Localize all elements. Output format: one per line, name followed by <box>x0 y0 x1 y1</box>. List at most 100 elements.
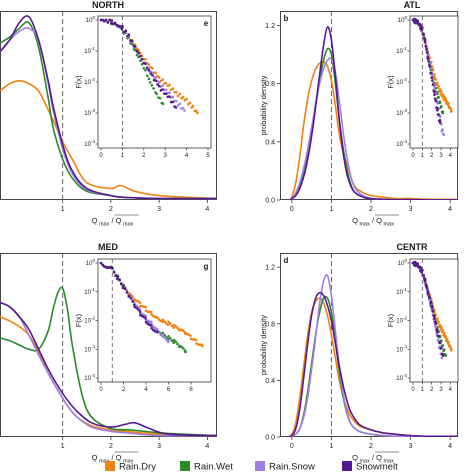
ecdf-point-rain-dry <box>189 334 192 338</box>
inset-y-axis-label: F(x) <box>386 313 395 327</box>
ecdf-point-snowmelt <box>144 317 147 320</box>
density-lines <box>0 15 217 200</box>
inset-x-tick-label: 3 <box>439 153 443 159</box>
ecdf-point-snowmelt <box>433 314 436 318</box>
x-tick-label: 2 <box>369 206 373 213</box>
density-line-rain-dry <box>0 80 217 200</box>
ecdf-point-snowmelt <box>438 341 442 345</box>
ecdf-point-snowmelt <box>427 292 430 296</box>
ecdf-point-rain-snow <box>175 99 178 103</box>
ecdf-point-snowmelt <box>127 33 131 36</box>
ecdf-point-snowmelt <box>428 65 432 68</box>
ecdf-point-snowmelt <box>425 286 429 290</box>
ecdf-point-snowmelt <box>171 100 175 104</box>
inset-y-tick-label: 10-4 <box>84 139 95 148</box>
ecdf-point-snowmelt <box>119 25 122 28</box>
ecdf-point-rain-dry <box>138 301 142 305</box>
ecdf-point-rain-wet <box>442 348 446 351</box>
inset-y-tick-label: 10-2 <box>396 77 407 86</box>
ecdf-point-snowmelt <box>112 270 116 274</box>
ecdf-point-snowmelt <box>419 266 423 270</box>
inset-x-tick-label: 4 <box>449 387 453 393</box>
inset-y-tick-label: 10-1 <box>84 46 95 55</box>
ecdf-point-rain-dry <box>196 111 199 115</box>
ecdf-point-rain-wet <box>169 337 172 340</box>
ecdf-point-rain-dry <box>178 92 182 96</box>
ecdf-point-snowmelt <box>106 21 110 24</box>
panel-label: b <box>284 14 289 23</box>
ecdf-point-rain-dry <box>447 104 450 107</box>
density-line-rain-wet <box>0 286 217 437</box>
inset-y-tick-label: 100 <box>398 258 408 267</box>
inset-panel-label: e <box>204 19 209 28</box>
ecdf-point-rain-wet <box>167 335 170 338</box>
ecdf-point-rain-wet <box>437 95 440 99</box>
ecdf-point-snowmelt <box>154 79 158 82</box>
ecdf-point-snowmelt <box>129 297 133 300</box>
ecdf-point-rain-wet <box>158 97 162 100</box>
ecdf-point-rain-wet <box>130 42 134 46</box>
ecdf-point-rain-wet <box>172 341 175 345</box>
ecdf-point-rain-dry <box>188 101 192 105</box>
ecdf-point-rain-dry <box>181 95 185 99</box>
inset-y-tick-label: 10-1 <box>396 46 407 55</box>
inset-points <box>99 261 204 354</box>
ecdf-point-snowmelt <box>423 40 427 44</box>
ecdf-point-rain-wet <box>161 331 165 335</box>
inset-x-tick-label: 0 <box>411 387 415 393</box>
ecdf-point-snowmelt <box>431 83 435 86</box>
inset-x-tick-label: 0 <box>99 387 103 393</box>
ecdf-point-snowmelt <box>433 97 437 100</box>
inset-y-tick-label: 10-3 <box>84 108 95 117</box>
ecdf-point-snowmelt <box>110 19 113 22</box>
inset-y-axis-label: F(x) <box>74 313 83 327</box>
ecdf-point-rain-snow <box>168 91 171 94</box>
ecdf-point-snowmelt <box>111 267 114 270</box>
ecdf-point-rain-wet <box>182 347 185 350</box>
x-tick-label: 3 <box>157 443 161 450</box>
ecdf-point-snowmelt <box>434 99 438 103</box>
ecdf-point-snowmelt <box>101 263 104 267</box>
ecdf-point-snowmelt <box>104 18 108 22</box>
legend-swatch <box>180 461 190 471</box>
ecdf-point-rain-wet <box>150 83 154 87</box>
inset-x-tick-label: 5 <box>206 153 210 159</box>
ecdf-point-rain-wet <box>438 101 442 104</box>
ecdf-point-rain-snow <box>154 76 158 79</box>
inset-y-tick-label: 10-2 <box>84 316 95 325</box>
ecdf-point-snowmelt <box>161 88 164 91</box>
ecdf-point-rain-snow <box>436 102 439 105</box>
inset-x-tick-label: 2 <box>122 387 126 393</box>
panel-title: ATL <box>404 0 421 10</box>
ecdf-point-rain-dry <box>445 338 449 341</box>
ecdf-point-rain-wet <box>172 338 176 342</box>
ecdf-point-snowmelt <box>123 287 127 291</box>
legend-label: Rain.Wet <box>194 462 233 473</box>
ecdf-point-rain-dry <box>441 329 445 332</box>
inset-x-tick-label: 2 <box>142 153 146 159</box>
ecdf-point-rain-wet <box>174 340 178 344</box>
x-tick-label: 2 <box>369 443 373 450</box>
ecdf-point-rain-dry <box>194 338 198 342</box>
ecdf-point-rain-dry <box>147 63 151 66</box>
ecdf-point-snowmelt <box>139 54 142 58</box>
ecdf-point-rain-wet <box>144 69 147 72</box>
ecdf-point-rain-dry <box>447 102 450 105</box>
x-axis-label: Q max / Q max <box>352 453 394 465</box>
ecdf-point-snowmelt <box>174 106 178 109</box>
density-line-rain-snow <box>287 274 458 437</box>
ecdf-point-snowmelt <box>135 49 139 53</box>
ecdf-point-snowmelt <box>124 29 128 33</box>
ecdf-point-rain-dry <box>444 97 448 101</box>
density-line-rain-dry <box>289 60 458 200</box>
ecdf-point-snowmelt <box>433 317 436 320</box>
ecdf-point-rain-snow <box>440 122 443 126</box>
ecdf-point-snowmelt <box>168 95 171 98</box>
ecdf-point-rain-dry <box>195 109 198 113</box>
inset-y-tick-label: 100 <box>86 258 96 267</box>
y-tick-label: 0.0 <box>265 435 275 442</box>
ecdf-point-rain-dry <box>445 100 449 103</box>
ecdf-point-snowmelt <box>427 60 430 63</box>
ecdf-point-snowmelt <box>431 79 434 82</box>
